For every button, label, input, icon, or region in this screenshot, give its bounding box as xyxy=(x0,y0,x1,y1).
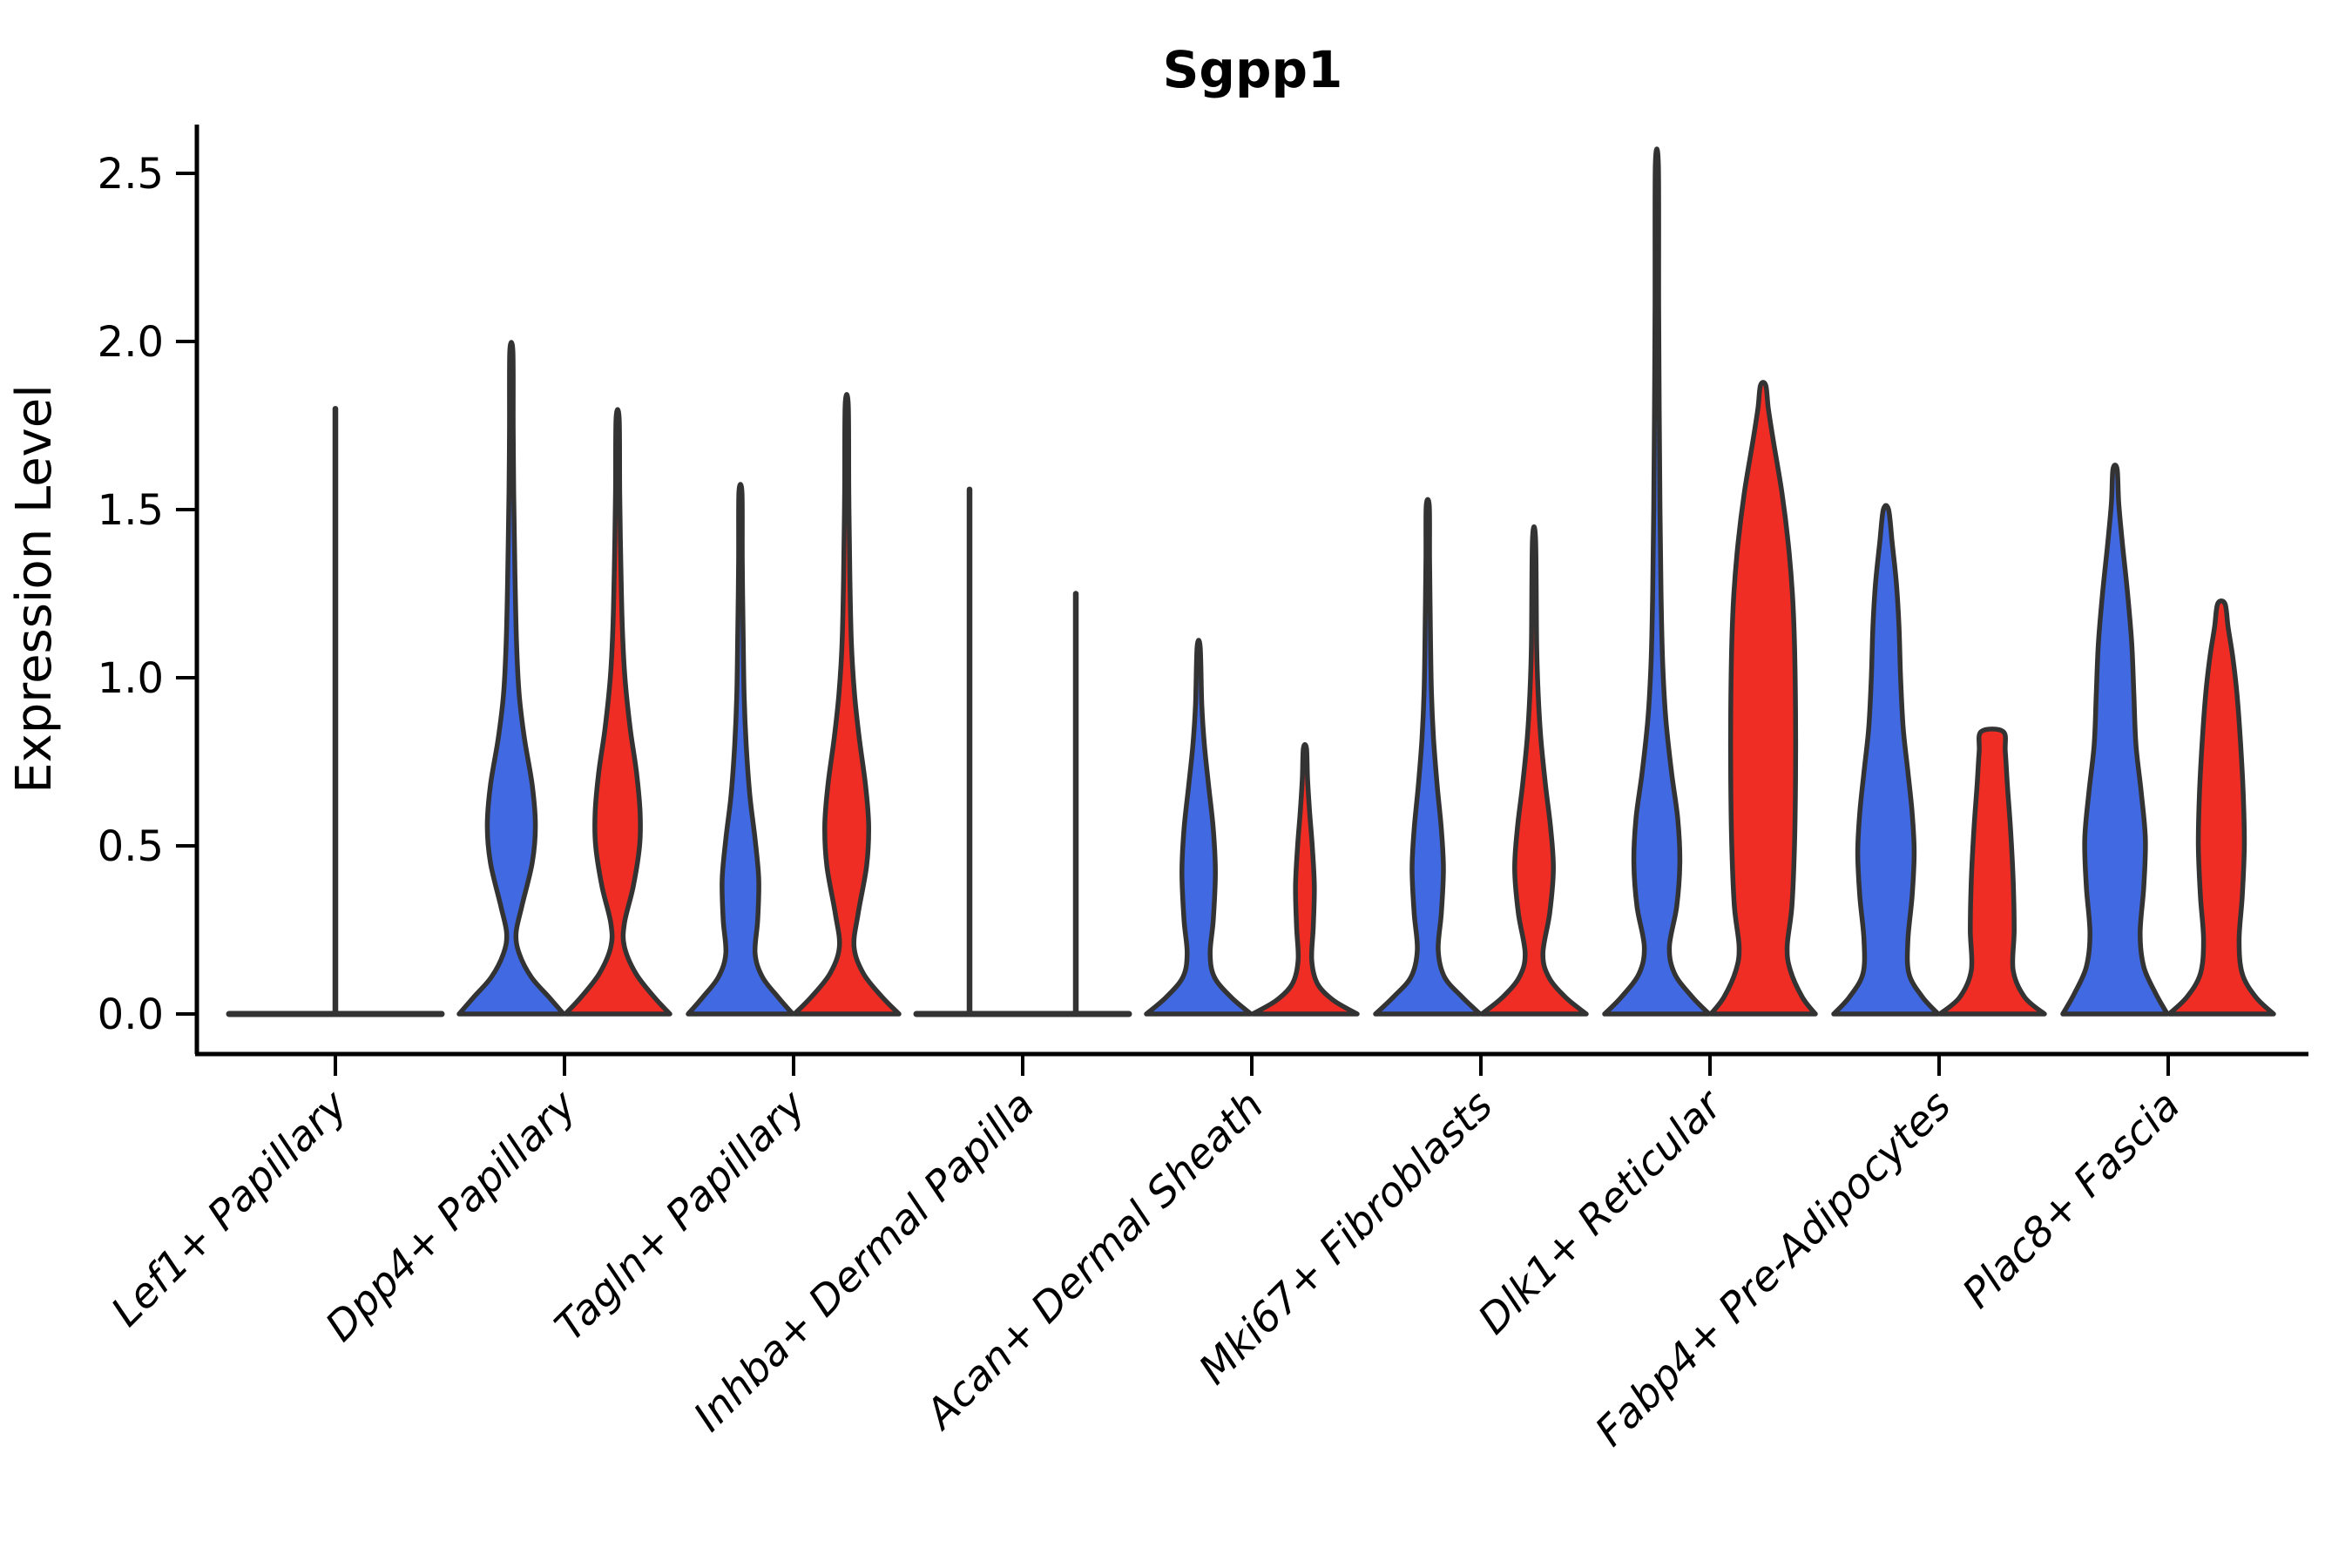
x-tick-label: Lef1+ Papillary xyxy=(102,1081,357,1336)
violin-red-3 xyxy=(792,392,902,1017)
violin-blue-2 xyxy=(456,340,566,1017)
y-tick-label: 0.5 xyxy=(98,822,164,871)
chart-title: Sgpp1 xyxy=(1163,40,1343,99)
violin-red-8 xyxy=(1937,727,2047,1017)
y-tick-label: 1.5 xyxy=(98,486,164,535)
x-tick-label: Plac8+ Fascia xyxy=(1953,1082,2189,1318)
violin-red-9 xyxy=(2166,598,2276,1017)
x-tick-label: Dlk1+ Reticular xyxy=(1470,1080,1734,1344)
violin-red-2 xyxy=(563,407,672,1017)
x-tick-label: Tagln+ Papillary xyxy=(546,1081,816,1351)
violin-red-7 xyxy=(1708,380,1818,1017)
violin-red-6 xyxy=(1479,524,1589,1017)
violin-blue-3 xyxy=(686,482,795,1017)
violin-blue-9 xyxy=(2060,463,2170,1017)
violin-blue-7 xyxy=(1602,146,1712,1017)
violin-blue-5 xyxy=(1144,638,1254,1017)
violin-blue-8 xyxy=(1831,503,1941,1017)
y-tick-label: 2.0 xyxy=(98,318,164,367)
y-tick-label: 0.0 xyxy=(98,990,164,1039)
violin-blue-6 xyxy=(1373,497,1483,1017)
y-axis-label: Expression Level xyxy=(6,384,63,794)
violin-red-5 xyxy=(1250,742,1360,1017)
y-tick-label: 1.0 xyxy=(98,654,164,703)
axes-layer xyxy=(176,125,2308,1076)
x-tick-label: Dpp4+ Papillary xyxy=(316,1081,586,1351)
violins-layer xyxy=(226,146,2276,1017)
y-tick-label: 2.5 xyxy=(98,150,164,199)
